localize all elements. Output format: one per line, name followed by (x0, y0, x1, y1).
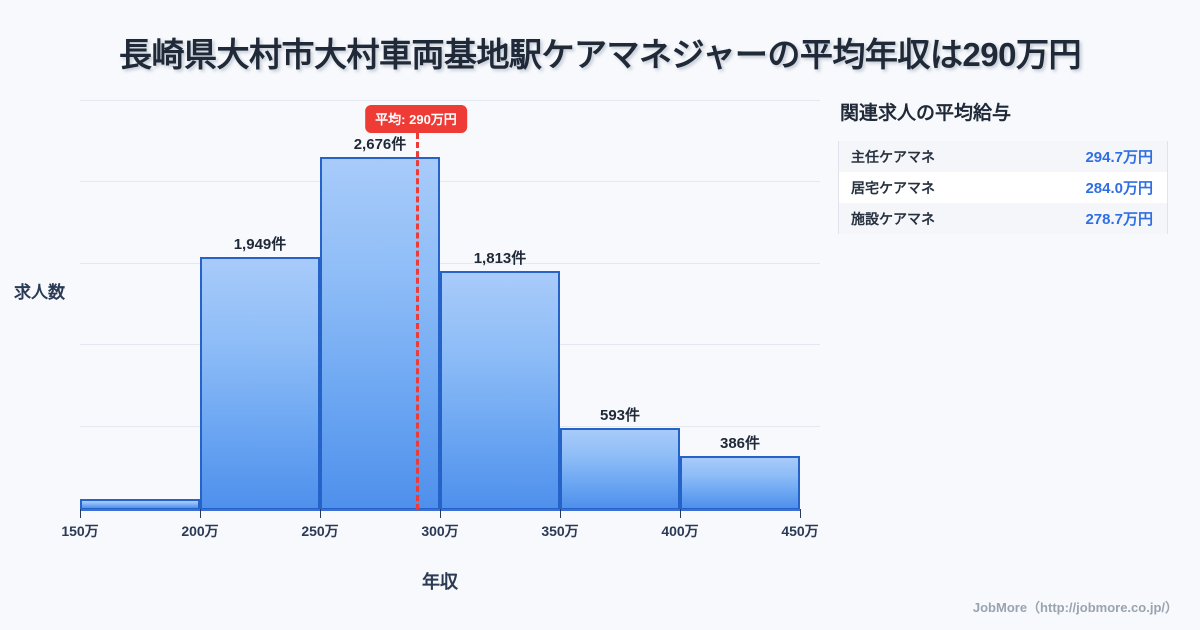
bar-label-1: 1,949件 (233, 236, 287, 253)
row-value: 278.7万円 (1085, 211, 1153, 228)
histogram-chart: 求人数 1,949件 2,676件 1,813件 593件 386件 平均: 2… (14, 100, 820, 592)
gridline (80, 100, 820, 101)
x-tick-label-6: 450万 (781, 523, 819, 539)
page-title: 長崎県大村市大村車両基地駅ケアマネジャーの平均年収は290万円 (119, 36, 1081, 73)
table-row[interactable]: 居宅ケアマネ 284.0万円 (839, 172, 1167, 203)
panel-title: 関連求人の平均給与 (840, 103, 1012, 124)
bar-label-4: 593件 (599, 407, 641, 424)
bar-label-2: 2,676件 (353, 136, 407, 153)
gridline (80, 181, 820, 182)
x-tick-label-4: 350万 (541, 523, 579, 539)
x-tick-label-5: 400万 (661, 523, 699, 539)
x-tick (800, 509, 801, 518)
row-value: 294.7万円 (1085, 149, 1153, 166)
average-marker-badge: 平均: 290万円 (365, 105, 467, 133)
bar-2[interactable] (320, 157, 440, 510)
bar-label-3: 1,813件 (473, 250, 527, 267)
salary-table: 主任ケアマネ 294.7万円 居宅ケアマネ 284.0万円 施設ケアマネ 278… (838, 141, 1168, 234)
row-label: 主任ケアマネ (851, 148, 935, 165)
average-marker-line (416, 133, 419, 510)
x-tick (680, 509, 681, 518)
bar-4[interactable] (560, 428, 680, 510)
x-tick-label-1: 200万 (181, 523, 219, 539)
x-tick (80, 509, 81, 518)
row-label: 施設ケアマネ (851, 210, 935, 227)
x-tick (440, 509, 441, 518)
x-tick (200, 509, 201, 518)
x-tick-label-0: 150万 (61, 523, 99, 539)
x-tick-label-3: 300万 (421, 523, 459, 539)
related-salary-panel: 関連求人の平均給与 主任ケアマネ 294.7万円 居宅ケアマネ 284.0万円 … (838, 98, 1168, 234)
bar-5[interactable] (680, 456, 800, 510)
table-row[interactable]: 施設ケアマネ 278.7万円 (839, 203, 1167, 234)
bar-1[interactable] (200, 257, 320, 510)
bar-label-5: 386件 (719, 435, 761, 452)
x-tick-label-2: 250万 (301, 523, 339, 539)
y-axis-title: 求人数 (14, 283, 65, 302)
row-label: 居宅ケアマネ (851, 179, 935, 196)
bar-3[interactable] (440, 271, 560, 510)
gridline (80, 263, 820, 264)
row-value: 284.0万円 (1085, 180, 1153, 197)
x-tick (560, 509, 561, 518)
table-row[interactable]: 主任ケアマネ 294.7万円 (839, 141, 1167, 172)
x-axis-title: 年収 (422, 572, 458, 592)
footer-attribution: JobMore（http://jobmore.co.jp/） (972, 600, 1178, 615)
x-tick (320, 509, 321, 518)
